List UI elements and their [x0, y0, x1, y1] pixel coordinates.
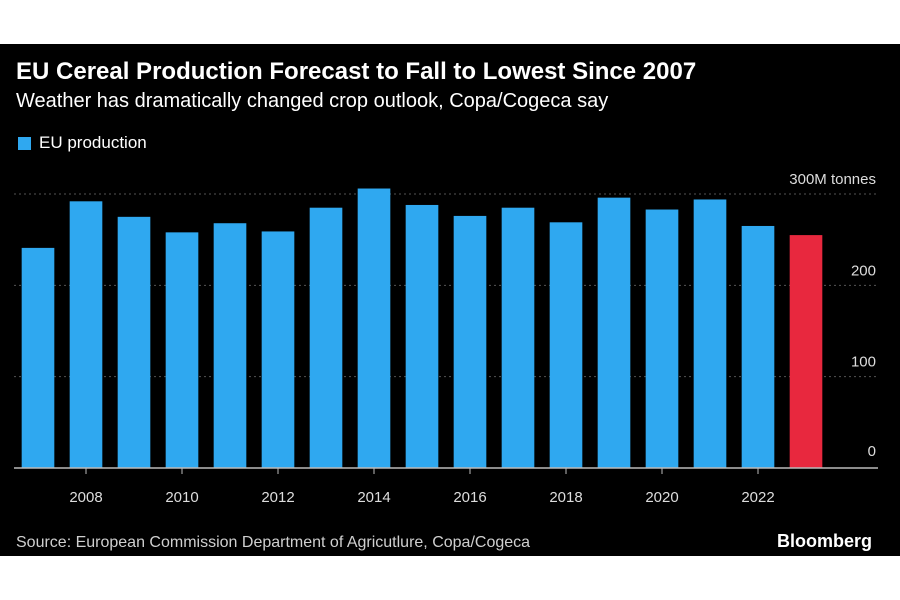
- bar: [405, 204, 439, 468]
- x-tick-label: 2016: [453, 489, 486, 506]
- source-note: Source: European Commission Department o…: [16, 534, 531, 551]
- bar: [453, 215, 487, 468]
- x-tick-label: 2012: [261, 489, 294, 506]
- bar: [21, 247, 55, 468]
- bar: [693, 199, 727, 469]
- x-tick-label: 2010: [165, 489, 198, 506]
- bar: [165, 232, 199, 468]
- x-tick-label: 2022: [741, 489, 774, 506]
- y-tick-label: 300M tonnes: [789, 171, 876, 188]
- forecast-bar: [789, 235, 823, 468]
- chart-card: EU Cereal Production Forecast to Fall to…: [0, 44, 900, 556]
- bar-chart: 0 100 200 300M tonnes 2008 2010 2012 2014 2016 20…: [14, 171, 878, 506]
- bar: [357, 188, 391, 468]
- bar: [69, 201, 103, 468]
- chart-legend: EU production: [18, 133, 147, 153]
- bar: [645, 209, 679, 468]
- x-tick-label: 2014: [357, 489, 390, 506]
- x-tick-label: 2008: [69, 489, 102, 506]
- x-tick-label: 2018: [549, 489, 582, 506]
- legend-swatch: [18, 136, 31, 150]
- x-tick-label: 2020: [645, 489, 678, 506]
- chart-subtitle: Weather has dramatically changed crop ou…: [16, 90, 609, 112]
- bar: [549, 222, 583, 468]
- bar: [501, 207, 535, 468]
- y-tick-label: 200: [851, 262, 876, 279]
- y-tick-label: 0: [868, 443, 876, 460]
- chart-title: EU Cereal Production Forecast to Fall to…: [16, 58, 697, 85]
- legend-label: EU production: [39, 133, 147, 152]
- bar: [309, 207, 343, 468]
- bar: [741, 225, 775, 468]
- bar: [117, 216, 151, 468]
- bar: [597, 197, 631, 469]
- bar: [261, 231, 295, 468]
- bar: [213, 223, 247, 468]
- y-tick-label: 100: [851, 354, 876, 371]
- bloomberg-logo: Bloomberg: [776, 531, 872, 551]
